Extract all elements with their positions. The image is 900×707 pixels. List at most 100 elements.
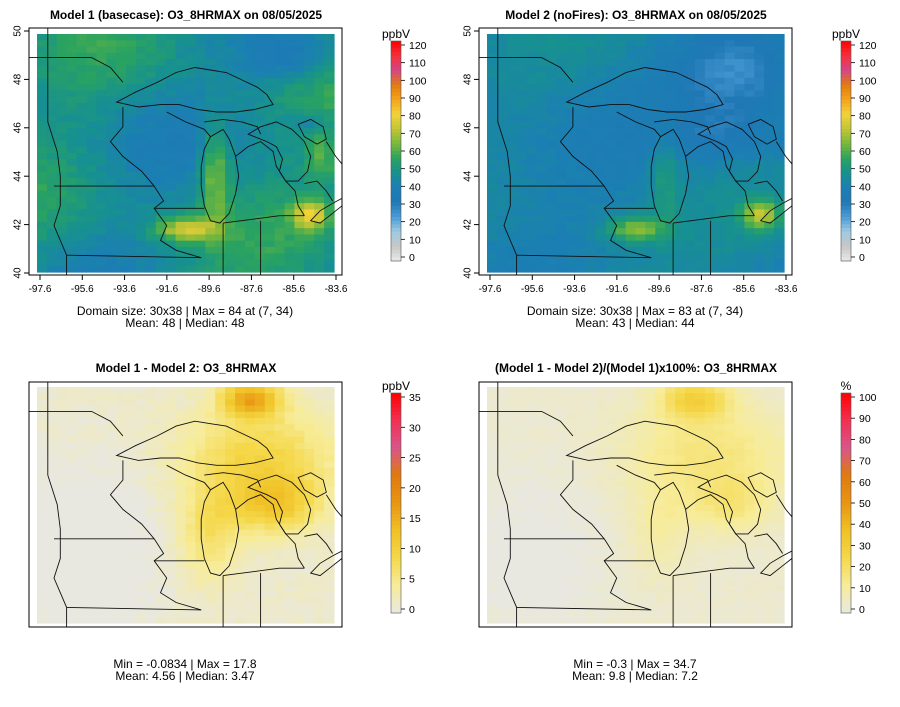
grid-cell (506, 221, 518, 229)
grid-cell (46, 165, 58, 173)
grid-cell (46, 523, 58, 531)
grid-cell (126, 228, 137, 236)
grid-cell (136, 65, 147, 73)
grid-cell (314, 171, 325, 179)
grid-cell (526, 65, 538, 73)
grid-cell (685, 171, 696, 179)
legend-swatch (841, 466, 851, 471)
grid-cell (56, 436, 68, 444)
grid-cell (304, 190, 315, 198)
grid-cell (744, 399, 755, 407)
grid-cell (615, 387, 627, 394)
grid-cell (754, 411, 765, 419)
grid-cell (635, 442, 646, 450)
grid-cell (205, 246, 216, 254)
legend-swatch (391, 532, 401, 537)
grid-cell (37, 579, 48, 587)
grid-cell (675, 467, 686, 475)
grid-cell (496, 246, 508, 254)
grid-cell (566, 228, 577, 236)
grid-cell (586, 591, 597, 599)
grid-cell (215, 585, 226, 593)
grid-cell (165, 542, 177, 550)
grid-cell (244, 455, 256, 463)
grid-cell (595, 393, 607, 401)
grid-cell (655, 90, 666, 98)
grid-cell (175, 387, 187, 394)
grid-cell (205, 567, 216, 574)
grid-cell (506, 190, 518, 198)
grid-cell (576, 442, 587, 450)
grid-cell (546, 399, 557, 407)
grid-cell (46, 511, 58, 519)
grid-cell (625, 387, 637, 394)
grid-cell (244, 59, 256, 66)
grid-cell (724, 96, 736, 104)
grid-cell (615, 560, 627, 568)
grid-cell (76, 46, 88, 54)
grid-cell (145, 418, 157, 425)
grid-cell (625, 473, 637, 481)
grid-cell (625, 554, 637, 562)
legend-swatch (841, 437, 851, 442)
grid-cell (566, 102, 577, 110)
grid-cell (595, 134, 607, 142)
grid-cell (215, 573, 226, 581)
grid-cell (284, 59, 295, 66)
grid-cell (56, 610, 68, 618)
grid-cell (46, 115, 58, 123)
grid-cell (665, 498, 676, 506)
grid-cell (586, 424, 597, 432)
grid-cell (487, 585, 498, 593)
grid-cell (76, 399, 88, 407)
lake-outline (247, 121, 312, 182)
grid-cell (175, 140, 187, 148)
grid-cell (126, 604, 137, 612)
grid-cell (764, 190, 775, 198)
grid-cell (496, 387, 508, 394)
grid-cell (37, 77, 48, 85)
grid-cell (724, 209, 736, 217)
grid-cell (185, 411, 196, 419)
grid-cell (274, 65, 286, 73)
grid-cell (185, 498, 196, 506)
grid-cell (487, 184, 498, 192)
legend-swatch (391, 169, 401, 174)
grid-cell (86, 153, 97, 160)
grid-cell (556, 40, 567, 48)
grid-cell (675, 511, 686, 519)
legend-swatch (841, 66, 851, 71)
grid-cell (487, 554, 498, 562)
grid-cell (754, 171, 765, 179)
legend-tick-label: 80 (409, 111, 421, 123)
grid-cell (744, 560, 755, 568)
grid-cell (185, 265, 196, 273)
grid-cell (96, 411, 107, 419)
grid-cell (625, 492, 637, 500)
grid-cell (774, 240, 785, 248)
grid-cell (536, 215, 547, 223)
grid-cell (235, 529, 246, 537)
grid-cell (655, 134, 666, 142)
legend-swatch (841, 44, 851, 49)
grid-cell (185, 34, 196, 41)
legend-swatch (841, 41, 851, 46)
grid-cell (704, 424, 716, 432)
grid-cell (744, 209, 755, 217)
grid-cell (625, 127, 637, 135)
grid-cell (635, 190, 646, 198)
grid-cell (774, 234, 785, 242)
state-border (29, 57, 124, 83)
grid-cell (546, 405, 557, 413)
grid-cell (724, 52, 736, 60)
grid-cell (487, 424, 498, 432)
grid-cell (586, 234, 597, 242)
grid-cell (215, 46, 226, 54)
grid-cell (487, 461, 498, 469)
grid-cell (37, 442, 48, 450)
grid-cell (536, 71, 547, 79)
grid-cell (506, 542, 518, 550)
legend-swatch (391, 217, 401, 222)
grid-cell (685, 90, 696, 98)
grid-cell (595, 221, 607, 229)
